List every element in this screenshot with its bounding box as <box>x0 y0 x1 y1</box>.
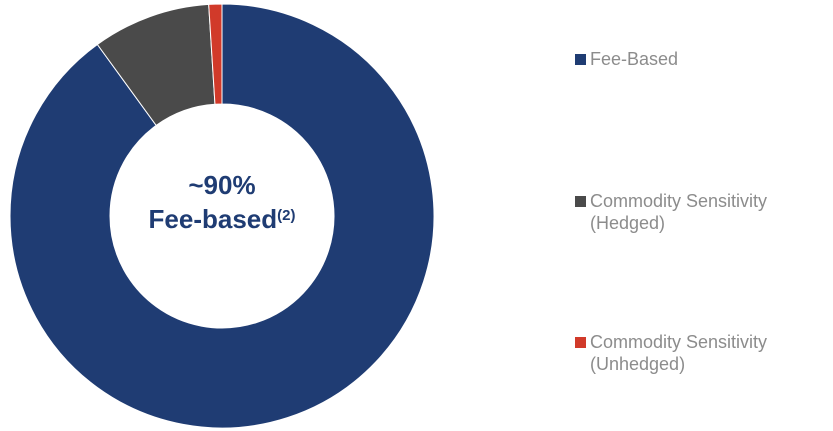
legend-label: Fee-Based <box>590 49 679 69</box>
legend-item-fee-based: Fee-Based <box>575 48 678 70</box>
legend-swatch <box>575 196 586 207</box>
legend-swatch <box>575 337 586 348</box>
legend-item-commodity-hedged: Commodity Sensitivity (Hedged) <box>575 190 830 234</box>
slice-fee-based <box>9 3 435 429</box>
legend-item-commodity-unhedged: Commodity Sensitivity (Unhedged) <box>575 331 830 375</box>
legend-label: Commodity Sensitivity (Hedged) <box>590 191 768 233</box>
center-caption: Fee-based(2) <box>112 202 332 236</box>
donut-chart <box>9 3 435 429</box>
legend-label: Commodity Sensitivity (Unhedged) <box>590 332 768 374</box>
center-label: ~90% Fee-based(2) <box>112 168 332 236</box>
center-percent: ~90% <box>188 170 256 200</box>
center-caption-text: Fee-based <box>148 204 278 234</box>
slice-commodity-unhedged <box>208 3 223 105</box>
legend-swatch <box>575 54 586 65</box>
footnote-marker: (2) <box>277 207 296 224</box>
